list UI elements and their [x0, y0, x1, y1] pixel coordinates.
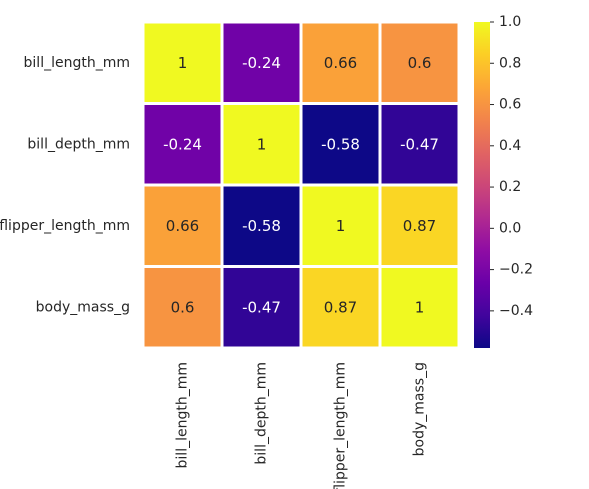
heatmap-cell — [378, 102, 461, 187]
colorbar-tick-label: 0.0 — [499, 220, 521, 236]
y-tick-label: flipper_length_mm — [0, 218, 130, 234]
colorbar-tick-label: 1.0 — [499, 14, 521, 30]
x-tick-label: bill_length_mm — [175, 362, 191, 468]
heatmap-cell — [378, 183, 461, 268]
colorbar-tick-label: 0.2 — [499, 179, 521, 195]
x-tick-label: bill_depth_mm — [254, 362, 270, 465]
heatmap-cell — [220, 265, 303, 350]
cell-value-label: -0.47 — [242, 298, 281, 316]
heatmap-cells: 1 -0.24 0.66 0.6 -0.24 1 -0.58 -0.47 0.66 -0.58 1 0… — [141, 20, 461, 350]
x-tick-label: flipper_length_mm — [333, 362, 349, 489]
heatmap-cell — [378, 20, 461, 105]
cell-value-label: -0.58 — [321, 135, 360, 153]
heatmap-cell — [220, 102, 303, 187]
y-tick-label: bill_length_mm — [24, 55, 130, 71]
heatmap-cell — [220, 183, 303, 268]
cell-value-label: 0.6 — [408, 54, 432, 72]
colorbar: 1.0 0.8 0.6 0.4 0.2 0.0 −0.2 −0.4 — [474, 14, 533, 348]
cell-value-label: -0.47 — [400, 135, 439, 153]
heatmap-cell — [378, 265, 461, 350]
heatmap-cell — [141, 265, 224, 350]
x-axis-tick-labels: bill_length_mm bill_depth_mm flipper_lengt… — [175, 362, 428, 489]
cell-value-label: 1 — [336, 217, 346, 235]
cell-value-label: 0.87 — [403, 217, 436, 235]
cell-value-label: 1 — [257, 135, 267, 153]
y-tick-label: body_mass_g — [36, 299, 130, 315]
colorbar-tick-label: 0.4 — [499, 138, 521, 154]
cell-value-label: -0.58 — [242, 217, 281, 235]
colorbar-tick-label: −0.4 — [499, 303, 533, 319]
cell-value-label: -0.24 — [242, 54, 281, 72]
y-tick-label: bill_depth_mm — [27, 136, 130, 152]
cell-value-label: 1 — [415, 298, 425, 316]
cell-value-label: 1 — [178, 54, 188, 72]
cell-value-label: 0.87 — [324, 298, 357, 316]
colorbar-tick-label: −0.2 — [499, 262, 533, 278]
colorbar-tick-label: 0.6 — [499, 97, 521, 113]
colorbar-tick-label: 0.8 — [499, 55, 521, 71]
cell-value-label: 0.66 — [324, 54, 357, 72]
x-tick-label: body_mass_g — [412, 362, 428, 456]
cell-value-label: 0.66 — [166, 217, 199, 235]
y-axis-tick-labels: bill_length_mm bill_depth_mm flipper_lengt… — [0, 55, 130, 316]
heatmap-cell — [141, 20, 224, 105]
cell-value-label: -0.24 — [163, 135, 202, 153]
colorbar-gradient — [474, 22, 490, 348]
cell-value-label: 0.6 — [171, 298, 195, 316]
